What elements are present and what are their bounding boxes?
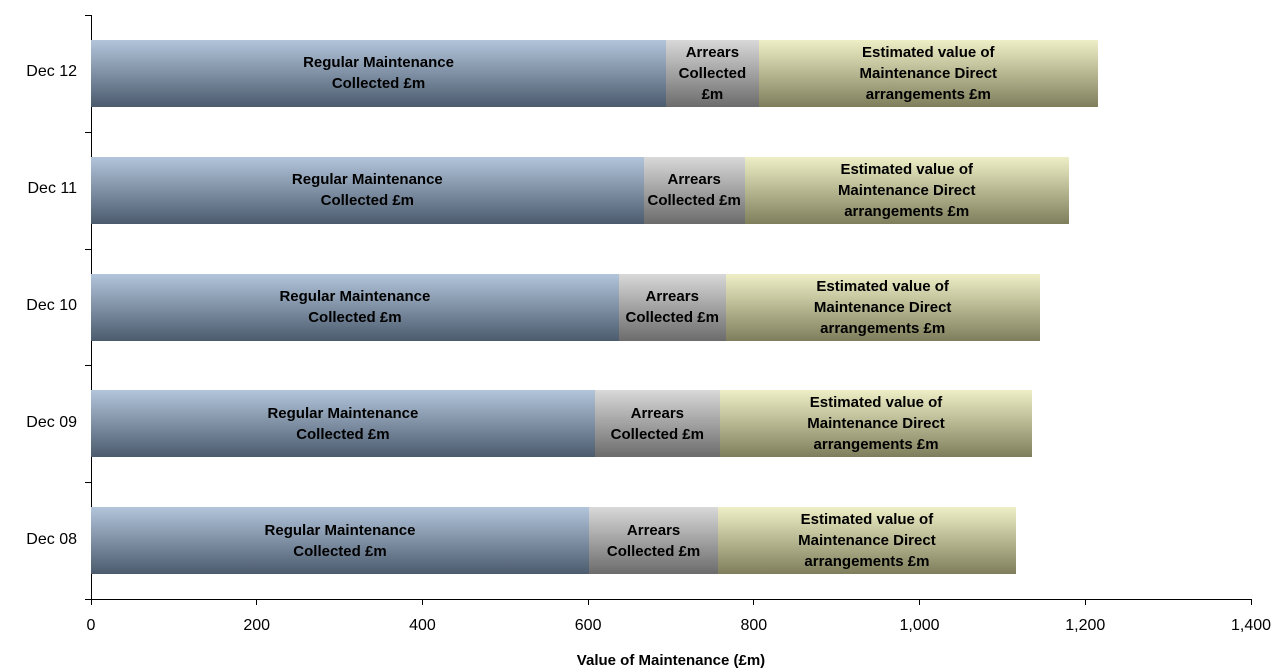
x-tick-label: 400 [409,617,436,634]
x-axis-title: Value of Maintenance (£m) [576,652,766,669]
x-tick-label: 0 [86,617,96,634]
x-tick [587,599,589,605]
x-tick [421,599,423,605]
bar-segment: Estimated value of Maintenance Direct ar… [725,273,1040,341]
bar-segment: Estimated value of Maintenance Direct ar… [758,39,1098,107]
x-tick [1084,599,1086,605]
segment-label: Estimated value of Maintenance Direct ar… [798,511,936,571]
x-tick-label: 800 [740,617,768,634]
segment-label: Estimated value of Maintenance Direct ar… [859,43,998,103]
x-tick-label: 1,000 [899,617,940,634]
bar-segment: Regular Maintenance Collected £m [91,507,589,575]
segment-label: Estimated value of Maintenance Direct ar… [837,160,976,220]
segment-label: Regular Maintenance Collected £m [291,171,443,210]
segment-label: Arrears Collected £m [678,43,747,103]
segment-label: Regular Maintenance Collected £m [267,404,419,443]
bar-segment: Estimated value of Maintenance Direct ar… [718,507,1016,575]
segment-label: Arrears Collected £m [606,521,701,560]
segment-label: Regular Maintenance Collected £m [279,288,431,326]
x-tick [90,599,92,605]
x-tick [919,599,921,605]
y-tick-label: Dec 08 [26,530,77,548]
segment-label: Regular Maintenance Collected £m [264,521,416,560]
x-tick-label: 600 [574,617,602,634]
segment-label: Estimated value of Maintenance Direct ar… [813,277,952,337]
segment-label: Regular Maintenance Collected £m [303,54,454,93]
segment-label: Arrears Collected £m [610,404,704,443]
bar-segment: Estimated value of Maintenance Direct ar… [719,390,1033,458]
bar-segment: Regular Maintenance Collected £m [91,273,619,341]
y-tick [85,599,91,600]
x-tick [753,599,755,605]
bar-segment: Arrears Collected £m [618,273,726,341]
bar-segment: Regular Maintenance Collected £m [91,39,667,107]
y-tick [85,15,91,16]
y-tick-label: Dec 11 [27,180,77,198]
y-tick-label: Dec 09 [26,413,77,431]
x-tick [256,599,258,605]
x-axis [91,599,1251,600]
bar-segment: Arrears Collected £m [594,390,720,458]
x-tick [1250,599,1252,605]
x-tick-label: 1,400 [1230,617,1272,634]
y-tick [85,482,91,484]
y-tick-label: Dec 10 [26,297,77,314]
bar-segment: Regular Maintenance Collected £m [91,156,644,224]
bar-segment: Estimated value of Maintenance Direct ar… [744,156,1069,224]
x-tick-label: 1,200 [1065,617,1106,634]
y-tick [85,248,91,250]
segment-label: Arrears Collected £m [647,171,741,210]
segment-label: Estimated value of Maintenance Direct ar… [807,394,945,454]
y-tick [85,365,91,367]
bar-segment: Arrears Collected £m [643,156,745,224]
bar-segment: Arrears Collected £m [588,507,719,575]
y-tick [85,131,91,133]
bar-segment: Regular Maintenance Collected £m [91,390,595,458]
bar-segment: Arrears Collected £m [666,39,759,107]
segment-label: Arrears Collected £m [625,288,719,326]
y-tick-label: Dec 12 [26,63,77,81]
x-tick-label: 200 [243,617,271,634]
